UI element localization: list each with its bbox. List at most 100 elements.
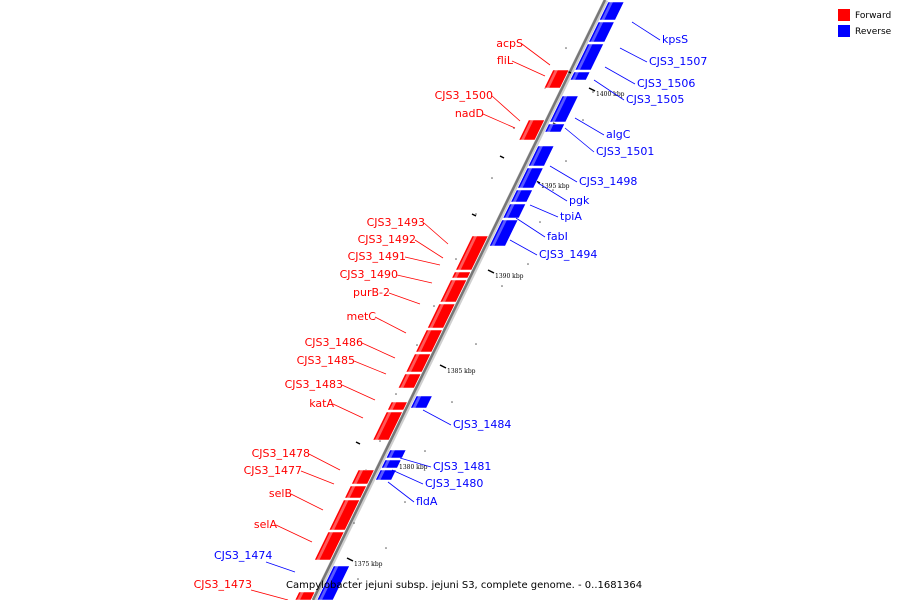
gene-pgk: [517, 167, 544, 189]
gene-cjs3-1507: [588, 21, 615, 43]
grid-dot: [552, 189, 554, 191]
gene-tpia: [510, 189, 534, 203]
leader-line: [511, 60, 546, 77]
gene-cjs3-1490: [439, 279, 468, 303]
gene-purb-2: [426, 303, 456, 329]
leader-line: [515, 217, 546, 238]
gene-highlight: [546, 124, 554, 132]
gene-cjs3-1505: [569, 71, 591, 81]
gene-highlight: [551, 96, 568, 122]
gene-cjs3-1493: [455, 235, 489, 271]
gene-highlight: [377, 470, 386, 480]
gene-sela: [313, 531, 345, 561]
minor-tick: [499, 155, 505, 159]
gene-highlight: [546, 70, 558, 88]
leader-line: [422, 409, 452, 426]
leader-line: [529, 204, 559, 218]
gene-highlight: [331, 500, 349, 530]
leader-line: [537, 182, 568, 202]
tick-label: 1395 kbp: [541, 183, 570, 190]
gene-label-cjs3-1490: CJS3_1490: [340, 268, 398, 281]
gene-layer: [294, 1, 625, 600]
gene-highlight: [504, 204, 515, 218]
gene-label-cjs3-1494: CJS3_1494: [539, 248, 597, 261]
gene-highlight: [388, 450, 395, 458]
gene-highlight: [374, 412, 392, 440]
grid-dot: [527, 263, 529, 265]
grid-dot: [424, 450, 426, 452]
gene-label-cjs3-1507: CJS3_1507: [649, 55, 707, 68]
gene-cjs3-1483: [386, 401, 408, 411]
grid-dot: [353, 522, 355, 524]
grid-dot: [592, 91, 594, 93]
gene-label-cjs3-1505: CJS3_1505: [626, 93, 684, 106]
leader-line: [332, 403, 364, 419]
gene-cjs3-1506: [574, 43, 605, 71]
grid-dot: [451, 401, 453, 403]
gene-label-cjs3-1493: CJS3_1493: [367, 216, 425, 229]
gene-label-cjs3-1506: CJS3_1506: [637, 77, 695, 90]
leader-line: [300, 470, 335, 485]
gene-label-cjs3-1491: CJS3_1491: [348, 250, 406, 263]
leader-line: [631, 21, 661, 41]
leader-line: [399, 457, 432, 468]
gene-label-cjs3-1500: CJS3_1500: [435, 89, 493, 102]
gene-label-selb: selB: [269, 487, 292, 500]
leader-line: [619, 47, 648, 63]
leader-line: [604, 66, 636, 85]
gene-highlight: [389, 402, 397, 410]
gene-label-cjs3-1481: CJS3_1481: [433, 460, 491, 473]
gene-label-cjs3-1486: CJS3_1486: [305, 336, 363, 349]
gene-kata: [372, 411, 403, 441]
grid-dot: [475, 213, 477, 215]
leader-line: [549, 165, 578, 183]
gene-label-purb-2: purB-2: [353, 286, 390, 299]
gene-highlight: [601, 2, 614, 20]
leader-line: [574, 117, 605, 136]
tick-label: 1375 kbp: [354, 561, 383, 568]
leader-line: [374, 316, 407, 334]
minor-tick: [355, 441, 361, 445]
tick-mark: [588, 87, 596, 92]
gene-highlight: [590, 22, 604, 42]
grid-dot: [539, 221, 541, 223]
leader-line: [423, 222, 449, 245]
gene-label-cjs3-1485: CJS3_1485: [297, 354, 355, 367]
grid-dot: [433, 305, 435, 307]
minor-tick: [471, 213, 477, 217]
gene-highlight: [383, 460, 391, 468]
gene-label-cjs3-1474: CJS3_1474: [214, 549, 272, 562]
gene-algc: [549, 95, 579, 123]
legend-forward-swatch: [838, 9, 850, 21]
gene-cjs3-1473: [294, 591, 316, 600]
gene-label-cjs3-1478: CJS3_1478: [252, 447, 310, 460]
grid-dot: [475, 343, 477, 345]
gene-cjs3-1486: [405, 353, 432, 373]
leader-line: [491, 95, 521, 122]
gene-label-fabi: fabI: [547, 230, 568, 243]
gene-label-pgk: pgk: [569, 194, 590, 207]
leader-line: [275, 524, 313, 543]
gene-cjs3-1494: [488, 219, 519, 247]
gene-label-cjs3-1480: CJS3_1480: [425, 477, 483, 490]
tick-label: 1400 kbp: [596, 91, 625, 98]
leader-line: [265, 561, 296, 573]
leader-line: [387, 481, 415, 503]
leader-line: [509, 239, 538, 256]
gene-highlight: [457, 236, 478, 270]
leader-line: [404, 256, 441, 266]
grid-dot: [385, 547, 387, 549]
gene-label-flda: fldA: [416, 495, 438, 508]
backbone-line: [311, 0, 607, 600]
tick-label: 1380 kbp: [399, 464, 428, 471]
legend-reverse-swatch: [838, 25, 850, 37]
tick-layer: 1400 kbp 1395 kbp 1390 kbp 1385 kbp 1380 kbp…: [346, 70, 625, 568]
gene-label-cjs3-1477: CJS3_1477: [244, 464, 302, 477]
gene-cjs3-1477: [344, 485, 367, 499]
gene-label-cjs3-1501: CJS3_1501: [596, 145, 654, 158]
grid-dot: [565, 160, 567, 162]
leader-line: [290, 493, 324, 511]
gene-cjs3-1481: [385, 449, 407, 459]
leader-line: [593, 79, 625, 101]
gene-metc: [415, 329, 443, 353]
